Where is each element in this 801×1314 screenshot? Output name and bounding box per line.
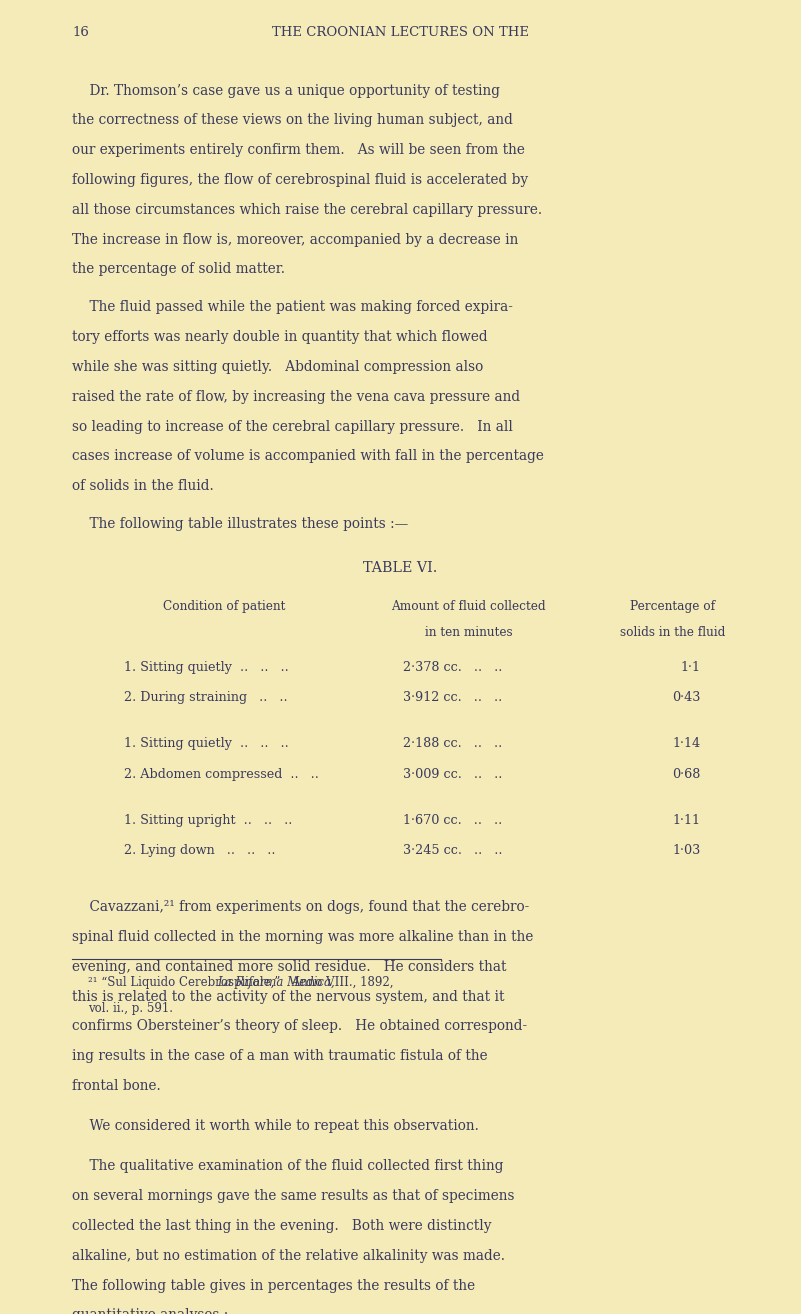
Text: Amount of fluid collected: Amount of fluid collected (391, 600, 546, 614)
Text: on several mornings gave the same results as that of specimens: on several mornings gave the same result… (72, 1189, 514, 1204)
Text: 0·68: 0·68 (673, 767, 701, 781)
Text: so leading to increase of the cerebral capillary pressure.   In all: so leading to increase of the cerebral c… (72, 419, 513, 434)
Text: 1. Sitting quietly  ..   ..   ..: 1. Sitting quietly .. .. .. (124, 661, 289, 674)
Text: 1·14: 1·14 (673, 737, 701, 750)
Text: spinal fluid collected in the morning was more alkaline than in the: spinal fluid collected in the morning wa… (72, 930, 533, 943)
Text: cases increase of volume is accompanied with fall in the percentage: cases increase of volume is accompanied … (72, 449, 544, 464)
Text: solids in the fluid: solids in the fluid (620, 627, 726, 640)
Text: La Riforma Medica,: La Riforma Medica, (218, 976, 336, 989)
Text: 1·11: 1·11 (673, 813, 701, 827)
Text: collected the last thing in the evening.   Both were distinctly: collected the last thing in the evening.… (72, 1219, 492, 1233)
Text: The fluid passed while the patient was making forced expira-: The fluid passed while the patient was m… (72, 301, 513, 314)
Text: 0·43: 0·43 (673, 691, 701, 704)
Text: while she was sitting quietly.   Abdominal compression also: while she was sitting quietly. Abdominal… (72, 360, 483, 374)
Text: alkaline, but no estimation of the relative alkalinity was made.: alkaline, but no estimation of the relat… (72, 1248, 505, 1263)
Text: 1·670 cc.   ..   ..: 1·670 cc. .. .. (403, 813, 502, 827)
Text: tory efforts was nearly double in quantity that which flowed: tory efforts was nearly double in quanti… (72, 330, 488, 344)
Text: Dr. Thomson’s case gave us a unique opportunity of testing: Dr. Thomson’s case gave us a unique oppo… (72, 84, 500, 97)
Text: The following table gives in percentages the results of the: The following table gives in percentages… (72, 1279, 475, 1293)
Text: confirms Obersteiner’s theory of sleep.   He obtained correspond-: confirms Obersteiner’s theory of sleep. … (72, 1020, 527, 1033)
Text: Anno VIII., 1892,: Anno VIII., 1892, (288, 976, 394, 989)
Text: following figures, the flow of cerebrospinal fluid is accelerated by: following figures, the flow of cerebrosp… (72, 173, 528, 187)
Text: We considered it worth while to repeat this observation.: We considered it worth while to repeat t… (72, 1120, 479, 1133)
Text: the correctness of these views on the living human subject, and: the correctness of these views on the li… (72, 113, 513, 127)
Text: TABLE VI.: TABLE VI. (364, 561, 437, 574)
Text: quantitative analyses :—: quantitative analyses :— (72, 1309, 242, 1314)
Text: 1. Sitting quietly  ..   ..   ..: 1. Sitting quietly .. .. .. (124, 737, 289, 750)
Text: THE CROONIAN LECTURES ON THE: THE CROONIAN LECTURES ON THE (272, 26, 529, 39)
Text: 16: 16 (72, 26, 89, 39)
Text: The following table illustrates these points :—: The following table illustrates these po… (72, 518, 409, 531)
Text: vol. ii., p. 591.: vol. ii., p. 591. (88, 1003, 173, 1016)
Text: 2. During straining   ..   ..: 2. During straining .. .. (124, 691, 288, 704)
Text: all those circumstances which raise the cerebral capillary pressure.: all those circumstances which raise the … (72, 202, 542, 217)
Text: 3·245 cc.   ..   ..: 3·245 cc. .. .. (403, 844, 502, 857)
Text: raised the rate of flow, by increasing the vena cava pressure and: raised the rate of flow, by increasing t… (72, 390, 520, 403)
Text: 1·03: 1·03 (673, 844, 701, 857)
Text: 3·912 cc.   ..   ..: 3·912 cc. .. .. (403, 691, 502, 704)
Text: 2·188 cc.   ..   ..: 2·188 cc. .. .. (403, 737, 502, 750)
Text: 2. Abdomen compressed  ..   ..: 2. Abdomen compressed .. .. (124, 767, 319, 781)
Text: 2·378 cc.   ..   ..: 2·378 cc. .. .. (403, 661, 502, 674)
Text: ing results in the case of a man with traumatic fistula of the: ing results in the case of a man with tr… (72, 1049, 488, 1063)
Text: ²¹ “Sul Liquido Cerebrospinale,”: ²¹ “Sul Liquido Cerebrospinale,” (88, 976, 284, 989)
Text: 3·009 cc.   ..   ..: 3·009 cc. .. .. (403, 767, 502, 781)
Text: our experiments entirely confirm them.   As will be seen from the: our experiments entirely confirm them. A… (72, 143, 525, 158)
Text: the percentage of solid matter.: the percentage of solid matter. (72, 263, 285, 276)
Text: Condition of patient: Condition of patient (163, 600, 285, 614)
Text: The increase in flow is, moreover, accompanied by a decrease in: The increase in flow is, moreover, accom… (72, 233, 518, 247)
Text: The qualitative examination of the fluid collected first thing: The qualitative examination of the fluid… (72, 1159, 504, 1173)
Text: this is related to the activity of the nervous system, and that it: this is related to the activity of the n… (72, 989, 505, 1004)
Text: 1. Sitting upright  ..   ..   ..: 1. Sitting upright .. .. .. (124, 813, 292, 827)
Text: in ten minutes: in ten minutes (425, 627, 513, 640)
Text: of solids in the fluid.: of solids in the fluid. (72, 480, 214, 493)
Text: frontal bone.: frontal bone. (72, 1079, 161, 1093)
Text: 2. Lying down   ..   ..   ..: 2. Lying down .. .. .. (124, 844, 276, 857)
Text: Percentage of: Percentage of (630, 600, 715, 614)
Text: 1·1: 1·1 (681, 661, 701, 674)
Text: evening, and contained more solid residue.   He considers that: evening, and contained more solid residu… (72, 959, 506, 974)
Text: Cavazzani,²¹ from experiments on dogs, found that the cerebro-: Cavazzani,²¹ from experiments on dogs, f… (72, 900, 529, 915)
